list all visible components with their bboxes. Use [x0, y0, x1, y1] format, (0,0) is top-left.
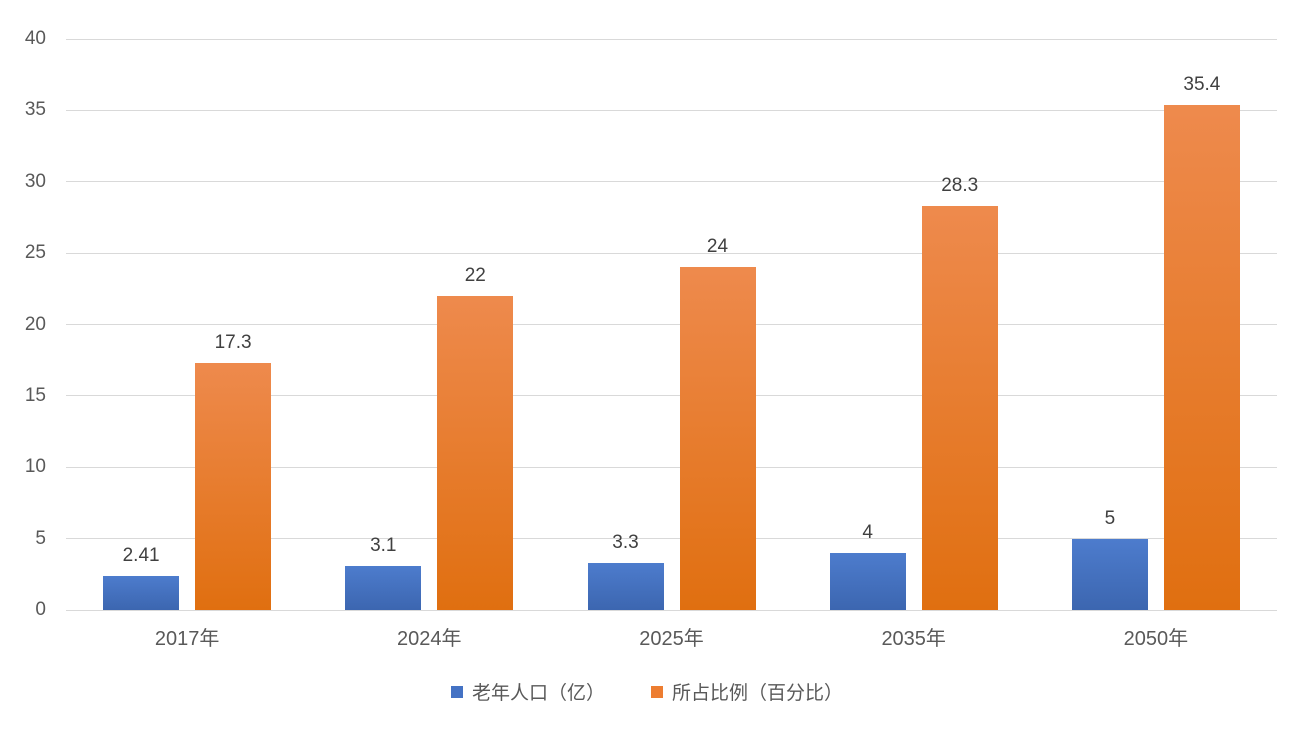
legend-item-series1: 老年人口（亿）	[450, 678, 605, 705]
data-label-series2-2017年: 17.3	[214, 332, 252, 354]
data-label-series2-2050年: 35.4	[1183, 73, 1221, 95]
gridline-y-20	[66, 324, 1277, 325]
bar-series1-2025年	[587, 562, 664, 610]
bar-series1-2017年	[103, 575, 180, 610]
x-axis-label-2025年: 2025年	[639, 628, 704, 650]
bar-series2-2025年	[679, 267, 756, 610]
gridline-y-30	[66, 181, 1277, 183]
bar-series1-2050年	[1071, 538, 1148, 610]
y-tick-label-35: 35	[24, 99, 46, 121]
data-label-series1-2025年: 3.3	[612, 531, 639, 553]
data-label-series2-2035年: 28.3	[941, 175, 979, 197]
y-tick-label-20: 20	[24, 313, 46, 335]
y-tick-label-15: 15	[24, 384, 46, 406]
gridline-y-5	[66, 538, 1277, 540]
gridline-y-15	[66, 395, 1277, 397]
data-label-series1-2050年: 5	[1104, 507, 1116, 529]
bar-series2-2050年	[1163, 104, 1240, 610]
legend-label: 老年人口（亿）	[471, 683, 605, 704]
bar-series1-2024年	[345, 565, 422, 610]
legend-item-series2: 所占比例（百分比）	[651, 678, 843, 705]
x-axis-label-2035年: 2035年	[881, 628, 946, 650]
plot-area	[66, 38, 1277, 611]
gridline-y-0	[66, 609, 1277, 611]
x-axis-label-2024年: 2024年	[397, 628, 462, 650]
gridline-y-40	[66, 38, 1277, 40]
y-tick-label-0: 0	[35, 599, 46, 620]
x-axis-label-2050年: 2050年	[1123, 628, 1189, 650]
gridline-y-25	[66, 252, 1277, 254]
bar-series2-2017年	[195, 363, 272, 610]
data-label-series2-2025年: 24	[706, 236, 729, 258]
bar-series2-2035年	[921, 206, 998, 610]
y-tick-label-40: 40	[24, 28, 46, 49]
legend: 老年人口（亿） 所占比例（百分比）	[0, 678, 1294, 705]
data-label-series1-2035年: 4	[862, 521, 873, 543]
data-label-series2-2024年: 22	[464, 264, 486, 286]
y-tick-label-10: 10	[24, 456, 46, 478]
gridline-y-35	[66, 109, 1277, 111]
bar-series1-2035年	[829, 552, 906, 610]
legend-swatch-icon	[450, 685, 463, 698]
legend-swatch-icon	[651, 685, 663, 698]
y-tick-label-25: 25	[24, 242, 46, 264]
gridline-y-10	[66, 466, 1277, 468]
y-tick-label-30: 30	[24, 170, 46, 192]
legend-label: 所占比例（百分比）	[672, 683, 844, 704]
bar-series2-2024年	[437, 295, 514, 610]
y-tick-label-5: 5	[35, 527, 46, 549]
x-axis-label-2017年: 2017年	[154, 628, 220, 650]
data-label-series1-2017年: 2.41	[122, 544, 160, 566]
data-label-series1-2024年: 3.1	[370, 534, 397, 556]
